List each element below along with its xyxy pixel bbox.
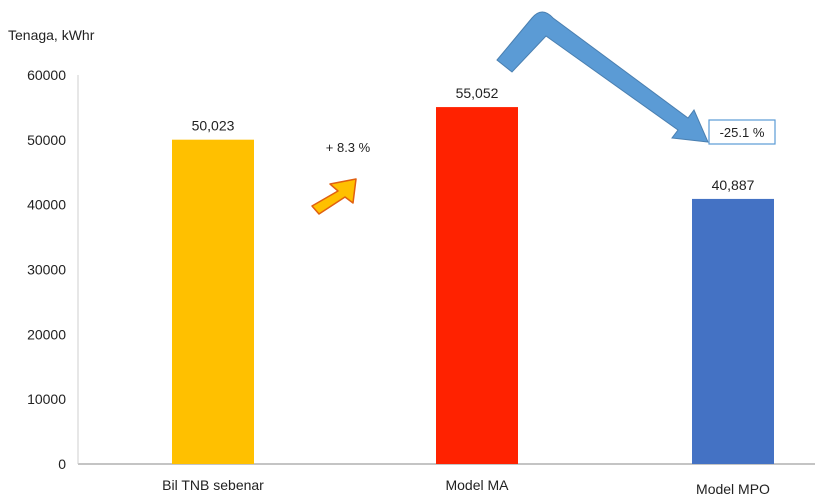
bar: [436, 107, 518, 465]
decrease-annotation: -25.1 %: [720, 125, 765, 140]
y-axis-title: Tenaga, kWhr: [8, 27, 95, 43]
y-tick-label: 20000: [27, 326, 66, 342]
y-tick-label: 40000: [27, 197, 66, 213]
y-tick-label: 10000: [27, 391, 66, 407]
x-category-label: Model MA: [445, 477, 509, 493]
y-tick-label: 50000: [27, 132, 66, 148]
bar-value-label: 50,023: [192, 118, 235, 134]
y-tick-label: 30000: [27, 262, 66, 278]
decrease-annotation-box: [708, 119, 776, 145]
bar: [692, 198, 774, 464]
bar-value-label: 40,887: [712, 177, 755, 193]
increase-annotation: + 8.3 %: [326, 140, 371, 155]
y-tick-label: 60000: [27, 67, 66, 83]
y-tick-label: 0: [58, 456, 66, 472]
bar: [172, 139, 254, 465]
y-ticks: 0 10000 20000 30000 40000 50000 60000: [27, 67, 66, 472]
bars: 50,023 Bil TNB sebenar 55,052 Model MA 40,88…: [162, 85, 774, 497]
x-category-label: Model MPO: [696, 481, 770, 497]
decrease-arrow-icon: [496, 11, 709, 143]
increase-arrow-icon: [311, 178, 357, 215]
bar-value-label: 55,052: [456, 85, 499, 101]
x-category-label: Bil TNB sebenar: [162, 477, 264, 493]
